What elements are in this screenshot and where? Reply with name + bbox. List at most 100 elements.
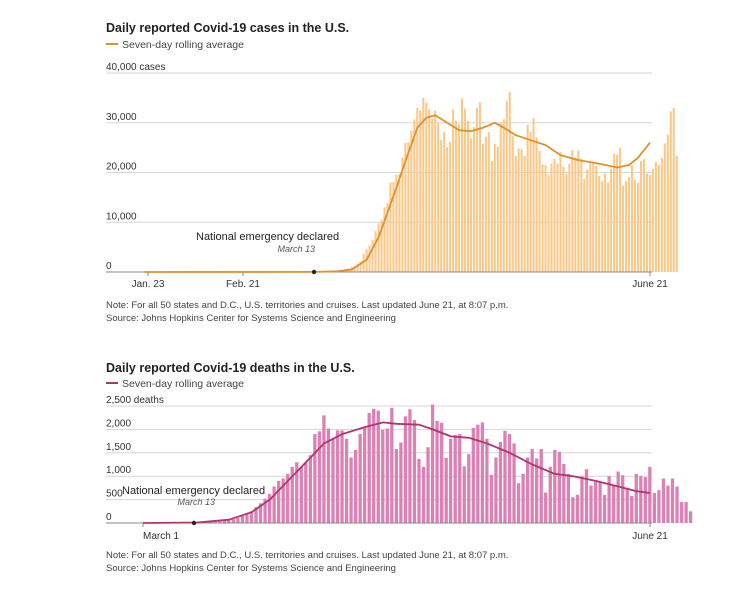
bar xyxy=(663,143,666,272)
bar xyxy=(353,266,356,272)
bar xyxy=(613,153,616,272)
bar xyxy=(607,476,611,523)
bar xyxy=(496,146,499,272)
chart-title: Daily reported Covid-19 cases in the U.S… xyxy=(106,21,350,35)
bar xyxy=(472,127,475,272)
legend-label: Seven-day rolling average xyxy=(122,378,244,390)
bar xyxy=(392,181,395,272)
bar xyxy=(559,152,562,272)
bar xyxy=(372,408,376,523)
bar xyxy=(374,231,377,272)
bar xyxy=(550,163,553,272)
bar xyxy=(222,520,226,523)
y-tick-label: 0 xyxy=(106,261,112,272)
bar xyxy=(532,118,535,273)
bar xyxy=(413,119,416,272)
bar xyxy=(493,143,496,272)
bar xyxy=(428,109,431,272)
chart-note: Note: For all 50 states and D.C., U.S. t… xyxy=(106,299,508,325)
bar xyxy=(439,422,444,523)
bar xyxy=(544,165,547,272)
bar xyxy=(484,136,487,272)
bar xyxy=(410,130,413,272)
bar xyxy=(684,501,688,523)
y-tick-label: 0 xyxy=(106,512,112,523)
annotation-dot xyxy=(311,269,317,275)
bar xyxy=(589,161,592,272)
bar xyxy=(577,150,580,272)
bar xyxy=(421,466,426,523)
bar xyxy=(453,435,457,523)
rolling-average-line xyxy=(144,114,651,273)
bar xyxy=(512,443,516,523)
bar xyxy=(478,102,481,272)
bar xyxy=(672,107,675,272)
y-tick-label: 10,000 xyxy=(106,211,137,222)
bar xyxy=(466,120,470,272)
bar xyxy=(654,162,657,272)
x-tick-label: Jan. 23 xyxy=(132,279,165,290)
chart-legend: Seven-day rolling average xyxy=(106,378,244,390)
bar xyxy=(586,169,589,272)
bar xyxy=(571,150,574,272)
bar xyxy=(281,478,285,523)
bar xyxy=(377,223,380,272)
x-tick-label: March 1 xyxy=(143,531,180,542)
bar xyxy=(487,132,490,272)
bar xyxy=(526,124,529,273)
bar xyxy=(399,442,403,523)
bar xyxy=(353,449,358,523)
bar xyxy=(498,442,503,523)
bar xyxy=(566,473,571,523)
bar xyxy=(471,427,475,523)
bar xyxy=(657,164,660,272)
bar xyxy=(648,466,652,523)
bar xyxy=(490,161,493,272)
bar xyxy=(272,486,276,523)
bar xyxy=(508,91,511,272)
bar xyxy=(636,182,640,272)
bar xyxy=(416,107,419,272)
chart-note: Note: For all 50 states and D.C., U.S. t… xyxy=(106,549,508,575)
bar xyxy=(589,485,593,523)
bar xyxy=(601,181,604,272)
bar xyxy=(489,474,494,523)
bar xyxy=(417,458,421,523)
bar xyxy=(362,254,365,272)
bar xyxy=(331,438,335,523)
bar xyxy=(580,476,584,523)
legend-label: Seven-day rolling average xyxy=(122,39,244,51)
bar xyxy=(313,434,317,523)
bar xyxy=(381,429,385,523)
bar xyxy=(444,457,448,523)
bar xyxy=(440,140,443,272)
bar xyxy=(557,451,561,523)
bar xyxy=(598,481,602,523)
bar xyxy=(565,173,568,272)
bar xyxy=(539,449,543,523)
bar xyxy=(299,466,303,523)
bar xyxy=(616,154,619,272)
bar xyxy=(639,161,642,272)
bar xyxy=(452,109,455,272)
bar xyxy=(344,438,349,523)
bar xyxy=(602,494,607,523)
annotation-label: National emergency declared xyxy=(196,231,339,243)
bar xyxy=(553,159,556,272)
bar xyxy=(308,455,313,523)
bar xyxy=(249,511,254,523)
bar xyxy=(575,494,580,523)
bar xyxy=(645,173,648,272)
bar xyxy=(403,416,408,523)
bar xyxy=(562,464,566,523)
y-tick-label: 1,000 xyxy=(106,465,131,476)
bar xyxy=(535,458,539,523)
bar xyxy=(326,428,331,523)
legend-line-swatch xyxy=(106,382,118,385)
bar xyxy=(622,185,625,272)
bar xyxy=(499,122,502,272)
bar xyxy=(412,420,417,523)
bar xyxy=(371,239,374,272)
bar xyxy=(657,490,661,523)
bar xyxy=(277,480,281,523)
